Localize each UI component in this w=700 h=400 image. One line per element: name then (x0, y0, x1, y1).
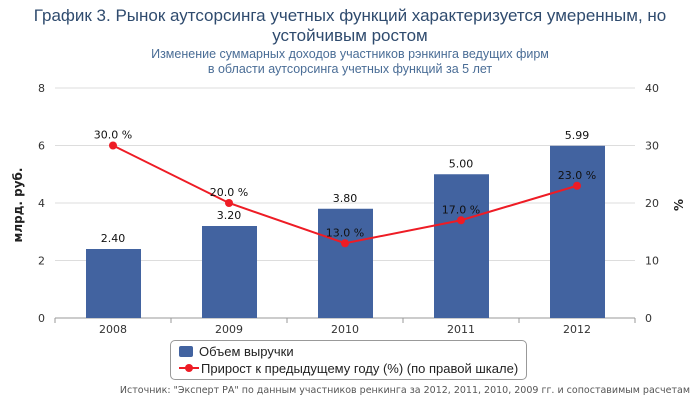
legend-label: Прирост к предыдущему году (%) (по право… (201, 361, 519, 376)
bar (550, 145, 605, 318)
subtitle-line-2: в области аутсорсинга учетных функций за… (207, 62, 493, 76)
line-marker-icon (179, 364, 199, 372)
y2-tick-label: 10 (645, 255, 659, 268)
y2-axis-label: % (672, 199, 686, 211)
line-label: 17.0 % (442, 203, 480, 216)
line-label: 20.0 % (210, 186, 248, 199)
line-point (225, 199, 233, 207)
line-point (573, 181, 581, 190)
bar-label: 5.99 (565, 129, 590, 142)
x-tick-label: 2010 (331, 323, 359, 336)
x-tick-label: 2008 (99, 323, 127, 336)
bar (434, 174, 489, 318)
y2-tick-label: 40 (645, 82, 659, 95)
source-note: Источник: "Эксперт РА" по данным участни… (119, 385, 690, 396)
line-label: 23.0 % (558, 169, 596, 182)
legend-label: Объем выручки (199, 344, 294, 359)
chart-header: График 3. Рынок аутсорсинга учетных функ… (0, 6, 700, 77)
bar-swatch-icon (179, 346, 193, 357)
bar-label: 2.40 (101, 232, 126, 245)
legend-item-line[interactable]: Прирост к предыдущему году (%) (по право… (179, 360, 518, 377)
chart-subtitle: Изменение суммарных доходов участников р… (0, 47, 700, 77)
subtitle-line-1: Изменение суммарных доходов участников р… (151, 47, 549, 61)
y-tick-label: 2 (38, 255, 45, 268)
bar (202, 226, 257, 318)
y-axis-label: млрд. руб. (11, 168, 25, 243)
line-point (457, 216, 465, 225)
chart-title: График 3. Рынок аутсорсинга учетных функ… (33, 6, 667, 45)
legend: Объем выручки Прирост к предыдущему году… (170, 340, 528, 380)
legend-item-bar[interactable]: Объем выручки (179, 343, 518, 360)
y2-tick-label: 30 (645, 140, 659, 153)
bar (86, 249, 141, 318)
bar (318, 208, 373, 318)
x-tick-label: 2009 (215, 323, 243, 336)
line-label: 13.0 % (326, 226, 364, 239)
x-tick-label: 2011 (447, 323, 475, 336)
y-tick-label: 8 (38, 82, 45, 95)
line-point (109, 141, 117, 150)
bar-label: 3.20 (217, 209, 242, 222)
y2-tick-label: 0 (645, 312, 652, 325)
bar-label: 3.80 (333, 192, 358, 205)
y-tick-label: 0 (38, 312, 45, 325)
x-tick-label: 2012 (563, 323, 591, 336)
y-tick-label: 4 (38, 197, 45, 210)
bar-label: 5.00 (449, 157, 474, 170)
y2-tick-label: 20 (645, 197, 659, 210)
y-tick-label: 6 (38, 140, 45, 153)
line-point (341, 239, 349, 248)
line-label: 30.0 % (94, 129, 132, 142)
